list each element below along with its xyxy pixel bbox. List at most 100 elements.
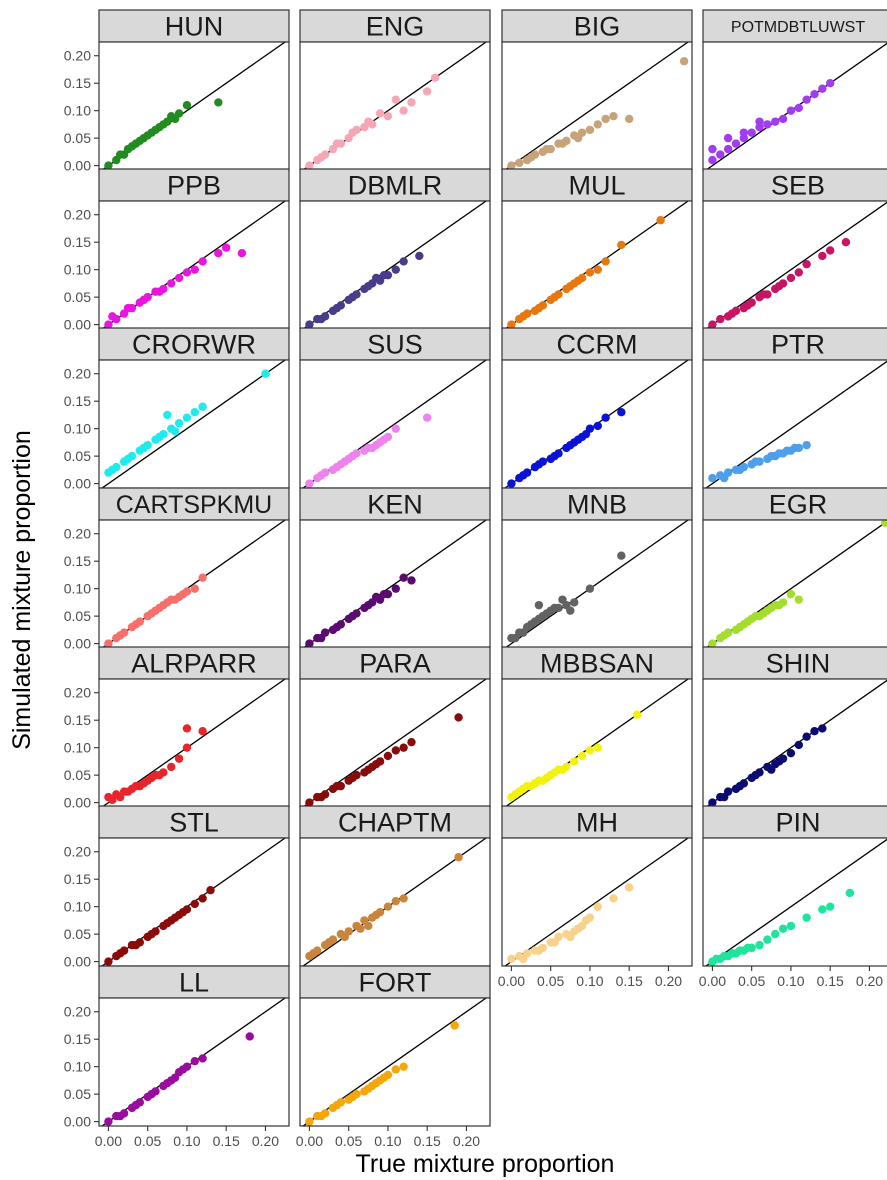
data-point: [825, 246, 835, 255]
y-tick-label: 0.20: [64, 207, 91, 223]
data-point: [570, 598, 579, 607]
panel-title: STL: [169, 808, 219, 838]
data-point: [332, 1100, 342, 1110]
y-tick-label: 0.05: [64, 1086, 91, 1102]
data-point: [818, 724, 827, 733]
data-point: [348, 451, 357, 461]
data-point: [735, 946, 745, 955]
data-point: [305, 320, 314, 329]
data-point: [170, 1073, 180, 1082]
y-tick-label: 0.10: [64, 262, 91, 278]
panel-border: [98, 997, 290, 1127]
panel-ken: KEN: [299, 487, 491, 649]
panel-title: CARTSPKMU: [116, 491, 273, 519]
data-point: [515, 158, 524, 168]
panel-crorwr: CRORWR 0.00 0.05 0.10 0.15 0.20: [64, 327, 290, 492]
data-point: [794, 595, 803, 604]
panel-stl: STL 0.00 0.05 0.10 0.15 0.20: [64, 805, 290, 970]
y-tick-label: 0.05: [64, 608, 91, 624]
plot-area: [705, 838, 887, 966]
data-point: [719, 631, 729, 640]
plot-area: [705, 42, 887, 170]
data-point: [348, 611, 357, 621]
data-point: [708, 144, 717, 154]
data-point: [518, 471, 528, 480]
y-tick-label: 0.00: [64, 1114, 91, 1130]
y-tick-label: 0.00: [64, 476, 91, 492]
panel-strip: [702, 646, 887, 680]
data-point: [558, 765, 567, 774]
data-point: [198, 1054, 207, 1063]
data-point: [430, 73, 440, 82]
panel-strip: [98, 327, 290, 361]
data-point: [534, 460, 544, 469]
data-point: [727, 309, 737, 318]
y-tick-label: 0.20: [64, 526, 91, 542]
data-point: [727, 949, 737, 958]
panel-strip: [299, 965, 491, 999]
data-point: [399, 257, 408, 266]
panel-strip: [501, 646, 693, 680]
data-point: [794, 268, 803, 277]
data-point: [759, 290, 768, 299]
panel-strip: [702, 327, 887, 361]
data-point: [115, 792, 125, 802]
panel-title: PARA: [359, 649, 431, 679]
panel-title: KEN: [367, 490, 423, 520]
data-point: [550, 292, 559, 302]
y-tick-label: 0.00: [64, 317, 91, 333]
data-point: [755, 940, 764, 950]
data-point: [305, 479, 314, 488]
data-point: [163, 410, 172, 420]
panel-para: PARA: [299, 646, 491, 808]
data-point: [585, 584, 595, 593]
data-point: [379, 435, 389, 444]
data-point: [771, 117, 780, 126]
data-point: [767, 765, 776, 774]
data-point: [802, 95, 811, 104]
data-point: [841, 238, 851, 247]
data-point: [115, 631, 125, 640]
plot-area: [302, 42, 488, 170]
panel-border: [501, 837, 693, 967]
data-point: [178, 1065, 188, 1074]
data-point: [190, 265, 199, 274]
panel-title: PIN: [775, 808, 820, 838]
data-point: [316, 633, 326, 643]
x-tick-label: 0.00: [498, 973, 525, 989]
data-point: [763, 935, 772, 944]
data-point: [198, 894, 207, 903]
data-point: [123, 787, 133, 796]
panel-sus: SUS: [299, 327, 491, 489]
data-point: [542, 609, 551, 618]
x-tick-label: 0.05: [335, 1133, 362, 1149]
data-point: [182, 268, 192, 277]
data-point: [170, 427, 180, 436]
data-point: [383, 111, 393, 121]
panel-fort: FORT 0.00 0.05 0.10 0.15 0.20: [296, 965, 491, 1149]
data-point: [139, 779, 148, 788]
data-point: [818, 905, 827, 914]
data-point: [573, 133, 583, 143]
data-point: [573, 924, 583, 933]
data-point: [507, 161, 516, 170]
data-point: [601, 257, 610, 266]
panel-pin: PIN 0.00 0.05 0.10 0.15 0.20: [699, 805, 887, 989]
data-point: [174, 754, 184, 763]
panel-seb: SEB: [702, 168, 887, 330]
data-point: [383, 751, 393, 761]
x-tick-label: 0.15: [616, 973, 643, 989]
data-point: [782, 446, 792, 455]
data-point: [131, 620, 141, 629]
data-point: [573, 276, 583, 285]
identity-line: [504, 42, 690, 170]
x-tick-label: 0.15: [817, 973, 844, 989]
data-point: [305, 1117, 314, 1126]
data-point: [261, 369, 270, 378]
panel-mul: MUL: [501, 168, 693, 330]
data-point: [511, 633, 520, 643]
panel-strip: [702, 168, 887, 202]
panel-title: DBMLR: [348, 171, 443, 201]
data-point: [178, 589, 188, 599]
data-point: [593, 421, 602, 431]
